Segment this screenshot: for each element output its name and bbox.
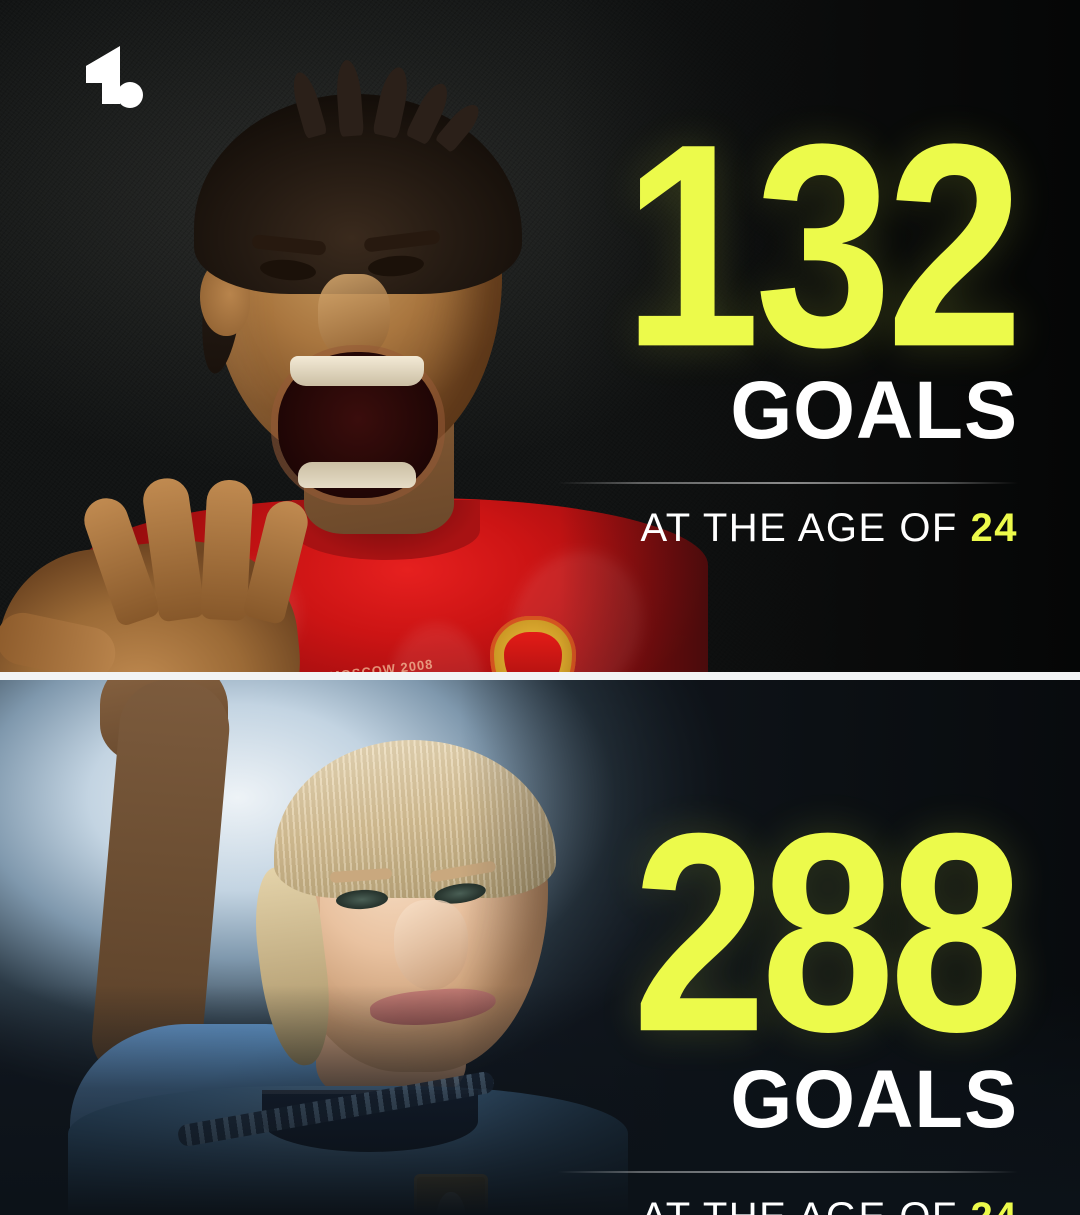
stat-block-haaland: 288 GOALS AT THE AGE OF 24 [558,791,1024,1215]
hair-spike [334,59,364,137]
age-value: 24 [970,506,1018,551]
ronaldo-figure: MOSCOW 2008 [0,59,708,672]
haaland-nose [394,900,468,990]
goals-label: GOALS [730,365,1018,457]
stat-divider-rule [558,1171,1018,1174]
goal-count-number: 288 [632,774,1023,1091]
age-caption-prefix: AT THE AGE OF [640,506,958,551]
age-caption: AT THE AGE OF 24 [558,1195,1018,1215]
goals-label: GOALS [730,1054,1018,1146]
onefootball-logo[interactable] [56,40,152,132]
haaland-photo [0,680,1080,1215]
ronaldo-teeth-lower [298,462,416,488]
ronaldo-photo: MOSCOW 2008 [0,0,1080,672]
stat-divider-rule [558,482,1018,485]
ronaldo-nose [318,274,390,360]
panel-separator [0,672,1080,680]
age-value: 24 [971,1195,1019,1215]
goal-count-number: 132 [623,82,1023,407]
age-caption-prefix: AT THE AGE OF [641,1195,958,1215]
age-caption: AT THE AGE OF 24 [558,506,1018,551]
ronaldo-teeth-upper [290,356,424,386]
panel-ronaldo: MOSCOW 2008 [0,0,1080,672]
panel-haaland: 288 GOALS AT THE AGE OF 24 [0,680,1080,1215]
ronaldo-right-vignette [560,0,1080,672]
stat-block-ronaldo: 132 GOALS AT THE AGE OF 24 [558,100,1024,551]
crest-inner [504,632,562,672]
haaland-bottom-vignette [0,985,1080,1215]
